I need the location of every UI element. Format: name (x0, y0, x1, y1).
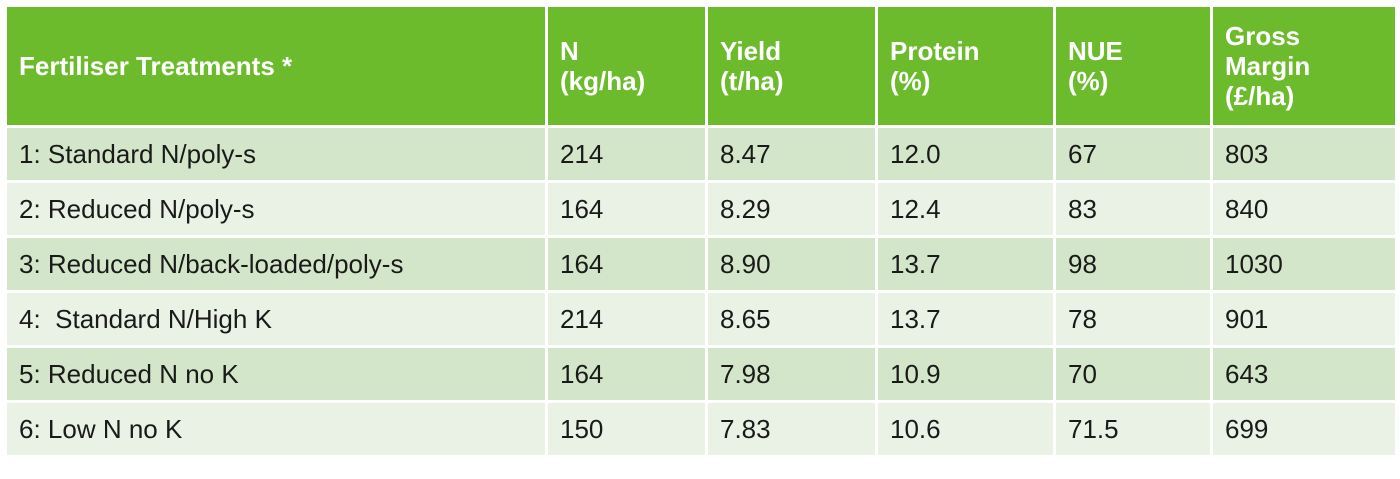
table-cell: 4: Standard N/High K (4, 290, 548, 348)
table-cell: 3: Reduced N/back-loaded/poly-s (4, 235, 548, 293)
header-cell: Gross Margin (£/ha) (1210, 4, 1398, 128)
table-cell: 840 (1210, 180, 1398, 238)
table-row: 2: Reduced N/poly-s 164 8.29 12.4 83 840 (4, 180, 1398, 238)
table-row: 6: Low N no K 150 7.83 10.6 71.5 699 (4, 400, 1398, 458)
table-cell: 5: Reduced N no K (4, 345, 548, 403)
table-cell: 78 (1053, 290, 1213, 348)
header-text: Fertiliser Treatments * (19, 51, 293, 81)
table-cell: 67 (1053, 125, 1213, 183)
table-row: 3: Reduced N/back-loaded/poly-s 164 8.90 13… (4, 235, 1398, 293)
header-text: (%) (1068, 66, 1109, 96)
header-cell: Fertiliser Treatments * (4, 4, 548, 128)
table-cell: 2: Reduced N/poly-s (4, 180, 548, 238)
table-cell: 12.0 (875, 125, 1056, 183)
header-cell: Yield (t/ha) (705, 4, 878, 128)
table-cell: 13.7 (875, 290, 1056, 348)
table-cell: 13.7 (875, 235, 1056, 293)
table-cell: 214 (545, 290, 708, 348)
table-cell: 150 (545, 400, 708, 458)
header-row: Fertiliser Treatments * N (kg/ha) Yield (t/h… (4, 4, 1398, 128)
table-cell: 1: Standard N/poly-s (4, 125, 548, 183)
table-cell: 71.5 (1053, 400, 1213, 458)
table-cell: 901 (1210, 290, 1398, 348)
header-text: Gross (1225, 21, 1301, 51)
table-cell: 8.65 (705, 290, 878, 348)
table-cell: 70 (1053, 345, 1213, 403)
table-cell: 7.83 (705, 400, 878, 458)
data-table: Fertiliser Treatments * N (kg/ha) Yield (t/h… (4, 4, 1398, 458)
header-text: NUE (1068, 36, 1123, 66)
table-row: 4: Standard N/High K 214 8.65 13.7 78 901 (4, 290, 1398, 348)
table-cell: 83 (1053, 180, 1213, 238)
table-cell: 8.29 (705, 180, 878, 238)
header-cell: Protein (%) (875, 4, 1056, 128)
header-text: Margin (1225, 51, 1311, 81)
table-cell: 10.9 (875, 345, 1056, 403)
table-row: 1: Standard N/poly-s 214 8.47 12.0 67 803 (4, 125, 1398, 183)
header-text: (t/ha) (720, 66, 784, 96)
table-row: 5: Reduced N no K 164 7.98 10.9 70 643 (4, 345, 1398, 403)
table-cell: 8.90 (705, 235, 878, 293)
table-cell: 164 (545, 180, 708, 238)
table-cell: 164 (545, 235, 708, 293)
table-body: 1: Standard N/poly-s 214 8.47 12.0 67 803 2: R… (4, 125, 1398, 458)
header-text: Yield (720, 36, 782, 66)
table-cell: 8.47 (705, 125, 878, 183)
header-cell: N (kg/ha) (545, 4, 708, 128)
table-cell: 699 (1210, 400, 1398, 458)
table-cell: 10.6 (875, 400, 1056, 458)
header-text: (kg/ha) (560, 66, 646, 96)
table-cell: 12.4 (875, 180, 1056, 238)
table-cell: 6: Low N no K (4, 400, 548, 458)
table-cell: 803 (1210, 125, 1398, 183)
table-cell: 7.98 (705, 345, 878, 403)
header-text: (£/ha) (1225, 81, 1295, 111)
table-cell: 643 (1210, 345, 1398, 403)
header-text: Protein (890, 36, 980, 66)
header-text: N (560, 36, 579, 66)
table-cell: 214 (545, 125, 708, 183)
table-cell: 164 (545, 345, 708, 403)
header-cell: NUE (%) (1053, 4, 1213, 128)
table-cell: 1030 (1210, 235, 1398, 293)
header-text: (%) (890, 66, 931, 96)
table-cell: 98 (1053, 235, 1213, 293)
